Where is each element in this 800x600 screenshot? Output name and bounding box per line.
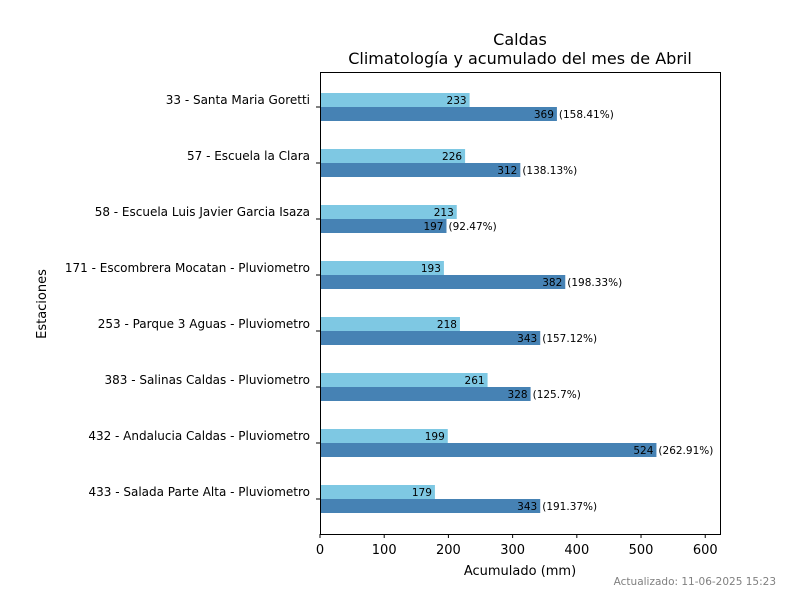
bar-acumulado — [320, 107, 557, 121]
bar-value-label: 382 — [542, 277, 562, 289]
bar-climatologia — [320, 317, 460, 331]
bar-climatologia — [320, 261, 444, 275]
bar-acumulado — [320, 499, 541, 513]
bar-percent-label: (138.13%) — [522, 165, 577, 177]
bar-value-label: 197 — [423, 221, 443, 233]
bars-group: 233 369 (158.41%) 226 312 (138.13%) 213 197 (92.… — [320, 93, 713, 513]
bar-percent-label: (158.41%) — [559, 109, 614, 121]
bar-percent-label: (92.47%) — [448, 221, 496, 233]
bar-acumulado — [320, 331, 541, 345]
category-label: 383 - Salinas Caldas - Pluviometro — [104, 373, 310, 387]
category-label: 433 - Salada Parte Alta - Pluviometro — [89, 485, 311, 499]
bar-value-label: 233 — [447, 95, 467, 107]
category-label: 432 - Andalucia Caldas - Pluviometro — [88, 429, 310, 443]
bar-value-label: 524 — [633, 445, 653, 457]
category-label: 253 - Parque 3 Aguas - Pluviometro — [98, 317, 310, 331]
bar-percent-label: (262.91%) — [658, 445, 713, 457]
x-tick-label: 200 — [436, 543, 461, 558]
bar-value-label: 218 — [437, 319, 457, 331]
bar-percent-label: (191.37%) — [542, 501, 597, 513]
bar-percent-label: (157.12%) — [542, 333, 597, 345]
chart-subtitle: Climatología y acumulado del mes de Abri… — [348, 49, 692, 68]
bar-climatologia — [320, 93, 470, 107]
chart-title: Caldas — [493, 30, 547, 49]
bar-climatologia — [320, 429, 448, 443]
x-tick-label: 100 — [372, 543, 397, 558]
bar-value-label: 343 — [517, 501, 537, 513]
bar-value-label: 369 — [534, 109, 554, 121]
bar-acumulado — [320, 275, 566, 289]
y-axis-label: Estaciones — [35, 269, 50, 339]
bar-acumulado — [320, 443, 657, 457]
updated-timestamp: Actualizado: 11-06-2025 15:23 — [613, 576, 776, 588]
x-axis-label: Acumulado (mm) — [464, 564, 576, 579]
x-axis-ticks: 0 100 200 300 400 500 600 — [316, 534, 718, 558]
category-label: 57 - Escuela la Clara — [187, 149, 310, 163]
bar-climatologia — [320, 485, 435, 499]
bar-value-label: 312 — [497, 165, 517, 177]
bar-value-label: 193 — [421, 263, 441, 275]
bar-climatologia — [320, 205, 457, 219]
bar-percent-label: (198.33%) — [567, 277, 622, 289]
category-labels: 33 - Santa Maria Goretti 57 - Escuela la … — [65, 93, 320, 500]
bar-acumulado — [320, 219, 447, 233]
x-tick-label: 400 — [564, 543, 589, 558]
plot-frame — [320, 72, 721, 535]
bar-value-label: 179 — [412, 487, 432, 499]
bar-acumulado — [320, 163, 521, 177]
bar-acumulado — [320, 387, 531, 401]
bar-value-label: 328 — [508, 389, 528, 401]
bar-climatologia — [320, 373, 488, 387]
bar-value-label: 199 — [425, 431, 445, 443]
bar-value-label: 343 — [517, 333, 537, 345]
bar-value-label: 213 — [434, 207, 454, 219]
x-tick-label: 300 — [500, 543, 525, 558]
bar-value-label: 261 — [465, 375, 485, 387]
category-label: 171 - Escombrera Mocatan - Pluviometro — [65, 261, 310, 275]
bar-value-label: 226 — [442, 151, 462, 163]
x-tick-label: 0 — [316, 543, 324, 558]
bar-percent-label: (125.7%) — [533, 389, 581, 401]
x-tick-label: 600 — [693, 543, 718, 558]
category-label: 33 - Santa Maria Goretti — [166, 93, 310, 107]
category-label: 58 - Escuela Luis Javier Garcia Isaza — [95, 205, 310, 219]
x-tick-label: 500 — [629, 543, 654, 558]
bar-climatologia — [320, 149, 466, 163]
